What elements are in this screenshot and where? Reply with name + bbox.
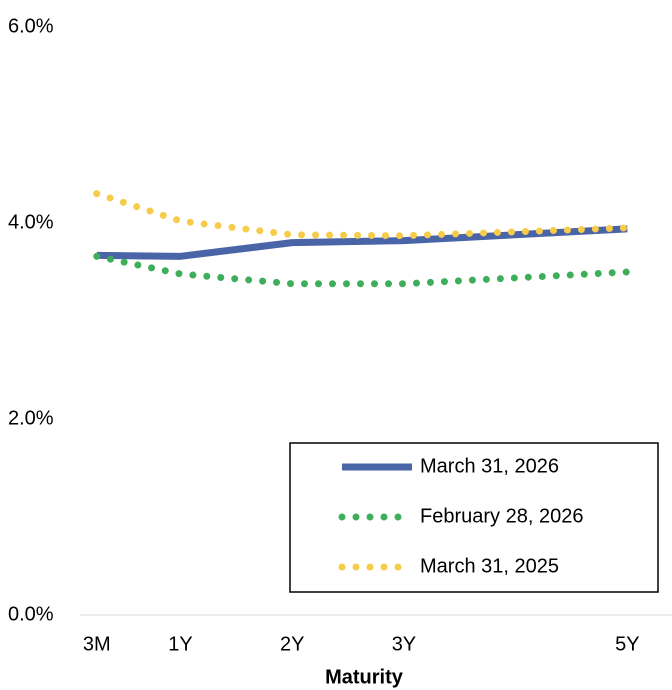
series-line xyxy=(93,252,631,288)
series-line xyxy=(93,190,631,240)
x-tick-label: 2Y xyxy=(280,633,304,655)
x-tick-label: 3Y xyxy=(392,633,416,655)
x-tick-label: 5Y xyxy=(615,633,639,655)
y-tick-label: 6.0% xyxy=(8,15,54,37)
legend-label: February 28, 2026 xyxy=(420,505,583,527)
x-axis-title: Maturity xyxy=(325,666,404,688)
legend-label: March 31, 2025 xyxy=(420,555,559,577)
x-tick-label: 3M xyxy=(83,633,111,655)
legend-label: March 31, 2026 xyxy=(420,455,559,477)
y-tick-label: 2.0% xyxy=(8,407,54,429)
y-tick-label: 0.0% xyxy=(8,603,54,625)
y-tick-label: 4.0% xyxy=(8,211,54,233)
series-line xyxy=(96,225,628,260)
x-tick-label: 1Y xyxy=(168,633,192,655)
